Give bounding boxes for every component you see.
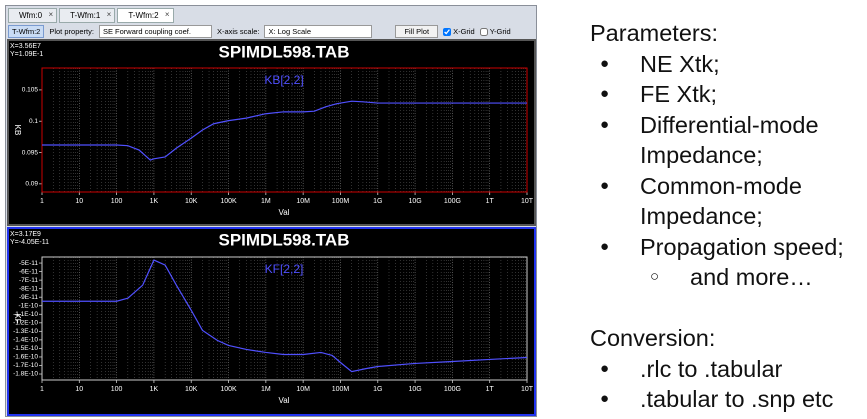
bullet-list: .rlc to .tabular.tabular to .snp etc [590,354,867,415]
bullet-item: Differential-mode Impedance; [590,110,866,171]
y-tick-label: -1.8E-10 [13,371,38,378]
x-tick-label: 10T [521,198,534,205]
slide-text: Parameters: NE Xtk;FE Xtk;Differential-m… [590,18,867,415]
cursor-y: Y=-4.05E-11 [10,239,49,246]
x-tick-label: 100M [332,386,350,393]
y-tick-label: 0.105 [22,87,39,94]
x-axis-label: Val [279,208,290,217]
plot-property-select[interactable]: SE Forward coupling coef. [98,25,212,38]
label: X-Grid [453,27,475,36]
x-grid-toggle: X-Grid [443,27,475,36]
x-tick-label: 10G [408,386,421,393]
x-tick-label: 10K [185,386,198,393]
x-tick-label: 1 [40,386,44,393]
x-tick-label: 100G [444,198,461,205]
x-tick-label: 100 [111,386,123,393]
y-tick-label: -5E-11 [19,260,38,267]
x-tick-label: 1G [373,198,382,205]
x-tick-label: 1G [373,386,382,393]
series-line [42,259,528,373]
y-tick-label: -6E-11 [19,268,38,275]
bullet-item: NE Xtk; [590,49,866,80]
y-tick-label: 0.09 [25,181,38,188]
plot-frame [41,256,528,381]
x-tick-label: 10T [521,386,534,393]
label: Y-Grid [489,27,511,36]
x-tick-label: 10K [185,198,198,205]
x-tick-label: 10M [296,386,310,393]
heading: Parameters: [590,20,718,46]
label: X-axis scale: [216,27,260,36]
y-axis-label: KF [13,313,22,323]
series-line [42,100,527,161]
y-tick-label: -1.1E-10 [13,311,38,318]
x-tick-label: 10 [75,198,83,205]
x-tick-label: 100G [444,386,461,393]
bullet-item: FE Xtk; [590,79,866,110]
x-scale-select[interactable]: X: Log Scale [264,25,373,38]
x-tick-label: 1T [486,386,495,393]
y-tick-label: -1.3E-10 [13,328,38,335]
y-tick-label: 0.095 [22,149,39,156]
x-tick-label: 10M [296,198,310,205]
y-tick-label: -1.4E-10 [13,337,38,344]
tab-bar: Wfm:0T-Wfm:1T-Wfm:2 [8,8,174,23]
x-axis-label: Val [279,396,290,405]
sub-bullet-item: and more… [590,262,867,293]
y-axis-label: KB [13,125,22,136]
x-tick-label: 10G [408,198,421,205]
plot-panel [7,39,536,226]
cursor-x: X=3.17E9 [10,231,41,238]
bullet-item: Propagation speed; [590,232,866,263]
x-tick-label: 1K [150,386,159,393]
active-waveform: T-Wfm:2 [8,25,45,38]
plot-frame [41,67,528,193]
bullet-item: Common-mode Impedance; [590,171,866,232]
x-tick-label: 1M [261,386,271,393]
x-tick-label: 1 [40,198,44,205]
x-tick-label: 100 [111,198,123,205]
plot-title: SPIMDL598.TAB [219,42,350,61]
fill-plot-button[interactable]: Fill Plot [395,25,439,38]
tab[interactable]: T-Wfm:2 [117,8,174,23]
x-tick-label: 100M [332,198,350,205]
y-grid-toggle: Y-Grid [479,27,511,36]
tab[interactable]: Wfm:0 [8,8,58,23]
label: Plot property: [49,27,94,36]
y-tick-label: 0.1 [29,118,38,125]
plot-title: SPIMDL598.TAB [219,230,350,249]
plot-panel [7,227,536,416]
x-tick-label: 1M [261,198,271,205]
heading: Conversion: [590,325,716,351]
checkbox[interactable] [443,27,452,36]
y-tick-label: -1.5E-10 [13,345,38,352]
x-tick-label: 1K [150,198,159,205]
bullet-item: .tabular to .snp etc [590,384,866,415]
x-tick-label: 100K [220,198,237,205]
y-tick-label: -8E-11 [19,285,38,292]
y-tick-label: -1.7E-10 [13,362,38,369]
x-tick-label: 100K [220,386,237,393]
series-label: KB[2,2] [264,73,303,87]
cursor-y: Y=1.09E-1 [10,51,43,58]
tab[interactable]: T-Wfm:1 [59,8,116,23]
bullet-item: .rlc to .tabular [590,354,866,385]
y-tick-label: -1E-10 [18,302,38,309]
toolbar: T-Wfm:2 Plot property: SE Forward coupli… [8,24,511,39]
series-label: KF[2,2] [265,262,304,276]
checkbox[interactable] [479,27,488,36]
bullet-list: NE Xtk;FE Xtk;Differential-mode Impedanc… [590,49,867,293]
x-tick-label: 10 [75,386,83,393]
y-tick-label: -9E-11 [19,294,38,301]
cursor-x: X=3.56E7 [10,43,41,50]
x-tick-label: 1T [486,198,495,205]
y-tick-label: -1.6E-10 [13,354,38,361]
y-tick-label: -7E-11 [19,277,38,284]
y-tick-label: -1.2E-10 [13,320,38,327]
